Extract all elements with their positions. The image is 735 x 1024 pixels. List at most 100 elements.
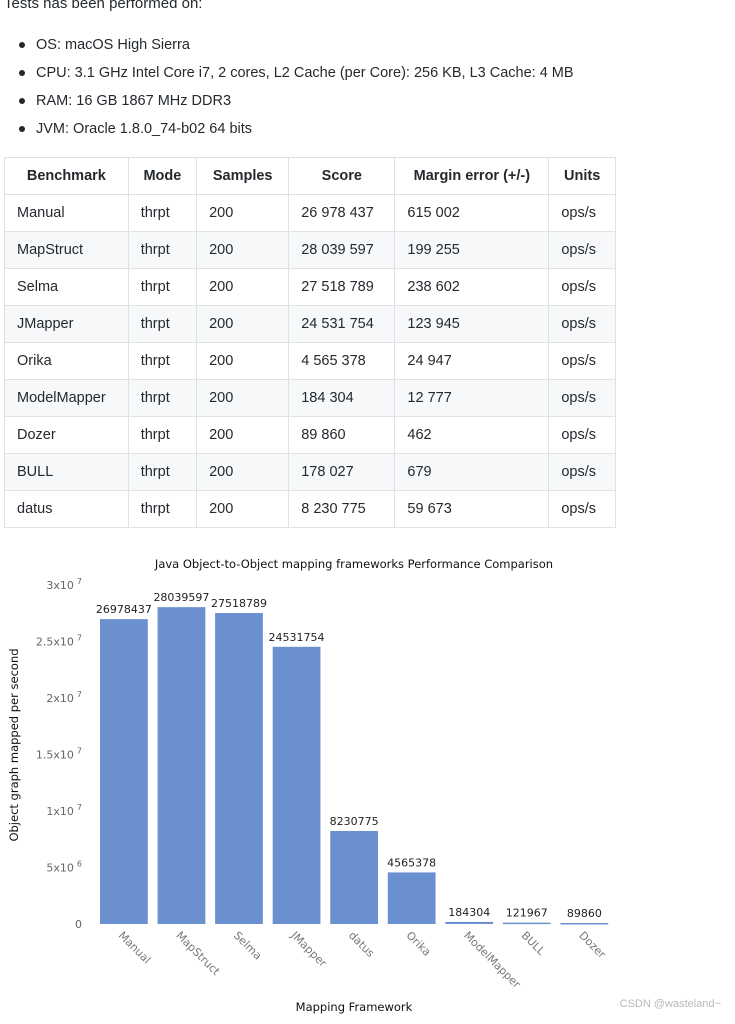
cell-margin-error: 12 777 bbox=[394, 379, 550, 417]
bar-orika bbox=[387, 872, 436, 924]
cell-mode: thrpt bbox=[127, 453, 198, 491]
cell-mode: thrpt bbox=[127, 416, 198, 454]
y-tick-base: 2.5x10 bbox=[36, 636, 74, 649]
cell-samples: 200 bbox=[196, 416, 290, 454]
cell-benchmark: BULL bbox=[4, 453, 129, 491]
bar-data-label: 24531754 bbox=[269, 631, 325, 644]
x-tick-label: datus bbox=[346, 929, 377, 960]
header-margin-error: Margin error (+/-) bbox=[394, 157, 550, 195]
cell-samples: 200 bbox=[196, 268, 290, 306]
cell-mode: thrpt bbox=[127, 231, 198, 269]
bar-data-label: 27518789 bbox=[211, 597, 267, 610]
cell-samples: 200 bbox=[196, 231, 290, 269]
cell-mode: thrpt bbox=[127, 268, 198, 306]
bar-data-label: 121967 bbox=[506, 907, 548, 920]
bar-data-label: 26978437 bbox=[96, 603, 152, 616]
x-tick-label: JMapper bbox=[288, 928, 330, 970]
cell-benchmark: Manual bbox=[4, 194, 129, 232]
cell-samples: 200 bbox=[196, 379, 290, 417]
cell-samples: 200 bbox=[196, 342, 290, 380]
cell-margin-error: 679 bbox=[394, 453, 550, 491]
cell-samples: 200 bbox=[196, 453, 290, 491]
y-tick-base: 1x10 bbox=[46, 805, 74, 818]
bullet-icon bbox=[19, 70, 25, 76]
cell-score: 8 230 775 bbox=[288, 490, 396, 528]
cell-benchmark: ModelMapper bbox=[4, 379, 129, 417]
y-tick-label: 0 bbox=[75, 918, 82, 931]
y-tick-base: 1.5x10 bbox=[36, 749, 74, 762]
bar-datus bbox=[330, 830, 378, 924]
table-row: JMapper thrpt 200 24 531 754 123 945 ops/s bbox=[4, 305, 616, 343]
y-tick-label: 5x10 6 bbox=[46, 860, 82, 875]
cell-mode: thrpt bbox=[127, 194, 198, 232]
chart-title: Java Object-to-Object mapping frameworks… bbox=[154, 557, 553, 571]
bar-modelmapper bbox=[445, 921, 494, 924]
cell-benchmark: Orika bbox=[4, 342, 129, 380]
y-tick-base: 2x10 bbox=[46, 692, 74, 705]
table-row: Manual thrpt 200 26 978 437 615 002 ops/s bbox=[4, 194, 616, 232]
list-item-text: JVM: Oracle 1.8.0_74-b02 64 bits bbox=[36, 121, 253, 137]
y-tick-label: 1.5x10 7 bbox=[36, 747, 82, 762]
y-tick-label: 3x10 7 bbox=[46, 577, 82, 592]
performance-chart: Java Object-to-Object mapping frameworks… bbox=[7, 557, 609, 1014]
cell-margin-error: 615 002 bbox=[394, 194, 550, 232]
x-tick-label: Orika bbox=[404, 929, 434, 959]
y-tick-exponent: 7 bbox=[77, 747, 82, 756]
table-row: Orika thrpt 200 4 565 378 24 947 ops/s bbox=[4, 342, 616, 380]
bar-data-label: 89860 bbox=[567, 907, 602, 920]
cell-score: 28 039 597 bbox=[288, 231, 396, 269]
table-row: MapStruct thrpt 200 28 039 597 199 255 ops/s bbox=[4, 231, 616, 269]
bullet-icon bbox=[19, 98, 25, 104]
header-samples: Samples bbox=[196, 157, 290, 195]
y-tick-label: 2.5x10 7 bbox=[36, 634, 82, 649]
y-tick-label: 1x10 7 bbox=[46, 803, 82, 818]
table-row: Dozer thrpt 200 89 860 462 ops/s bbox=[4, 416, 616, 454]
table-row: datus thrpt 200 8 230 775 59 673 ops/s bbox=[4, 490, 616, 528]
x-tick-label: BULL bbox=[519, 929, 549, 959]
x-tick-label: Selma bbox=[231, 929, 264, 962]
bar-data-label: 184304 bbox=[448, 906, 490, 919]
cell-units: ops/s bbox=[548, 453, 616, 491]
y-tick-exponent: 7 bbox=[77, 690, 82, 699]
list-item-text: CPU: 3.1 GHz Intel Core i7, 2 cores, L2 … bbox=[36, 65, 574, 81]
cell-mode: thrpt bbox=[127, 379, 198, 417]
cell-units: ops/s bbox=[548, 490, 616, 528]
cell-units: ops/s bbox=[548, 194, 616, 232]
list-item: RAM: 16 GB 1867 MHz DDR3 bbox=[0, 90, 574, 118]
cell-margin-error: 199 255 bbox=[394, 231, 550, 269]
cell-score: 26 978 437 bbox=[288, 194, 396, 232]
x-tick-label: MapStruct bbox=[173, 929, 223, 979]
bar-selma bbox=[215, 613, 263, 924]
cell-samples: 200 bbox=[196, 490, 290, 528]
y-tick-base: 5x10 bbox=[46, 862, 74, 875]
bullet-icon bbox=[19, 126, 25, 132]
benchmark-table: Benchmark Mode Samples Score Margin erro… bbox=[4, 157, 616, 528]
bar-data-label: 28039597 bbox=[153, 591, 209, 604]
cell-samples: 200 bbox=[196, 305, 290, 343]
y-tick-exponent: 6 bbox=[77, 860, 82, 869]
intro-text: Tests has been performed on: bbox=[4, 0, 203, 12]
x-tick-label: Manual bbox=[116, 929, 153, 966]
bar-bull bbox=[502, 922, 551, 925]
cell-benchmark: MapStruct bbox=[4, 231, 129, 269]
cell-benchmark: Dozer bbox=[4, 416, 129, 454]
cell-units: ops/s bbox=[548, 379, 616, 417]
y-axis-label: Object graph mapped per second bbox=[7, 648, 21, 841]
cell-mode: thrpt bbox=[127, 305, 198, 343]
table-row: Selma thrpt 200 27 518 789 238 602 ops/s bbox=[4, 268, 616, 306]
bar-mapstruct bbox=[157, 607, 206, 924]
cell-units: ops/s bbox=[548, 342, 616, 380]
y-tick-exponent: 7 bbox=[77, 577, 82, 586]
bar-manual bbox=[100, 619, 148, 924]
y-tick-exponent: 7 bbox=[77, 634, 82, 643]
table-row: BULL thrpt 200 178 027 679 ops/s bbox=[4, 453, 616, 491]
cell-margin-error: 238 602 bbox=[394, 268, 550, 306]
bar-jmapper bbox=[272, 646, 321, 924]
cell-score: 178 027 bbox=[288, 453, 396, 491]
header-units: Units bbox=[548, 157, 616, 195]
cell-score: 27 518 789 bbox=[288, 268, 396, 306]
list-item: CPU: 3.1 GHz Intel Core i7, 2 cores, L2 … bbox=[0, 62, 574, 90]
cell-benchmark: datus bbox=[4, 490, 129, 528]
watermark: CSDN @wasteland~ bbox=[619, 998, 721, 1010]
list-item-text: RAM: 16 GB 1867 MHz DDR3 bbox=[36, 93, 232, 109]
